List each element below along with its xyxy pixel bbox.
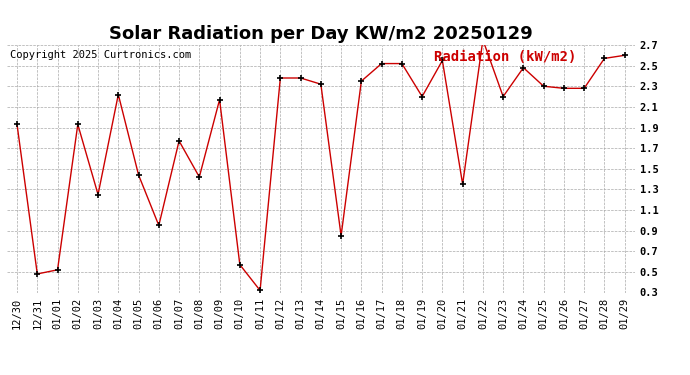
Title: Solar Radiation per Day KW/m2 20250129: Solar Radiation per Day KW/m2 20250129 [109, 26, 533, 44]
Text: Copyright 2025 Curtronics.com: Copyright 2025 Curtronics.com [10, 50, 191, 60]
Text: Radiation (kW/m2): Radiation (kW/m2) [434, 50, 576, 64]
